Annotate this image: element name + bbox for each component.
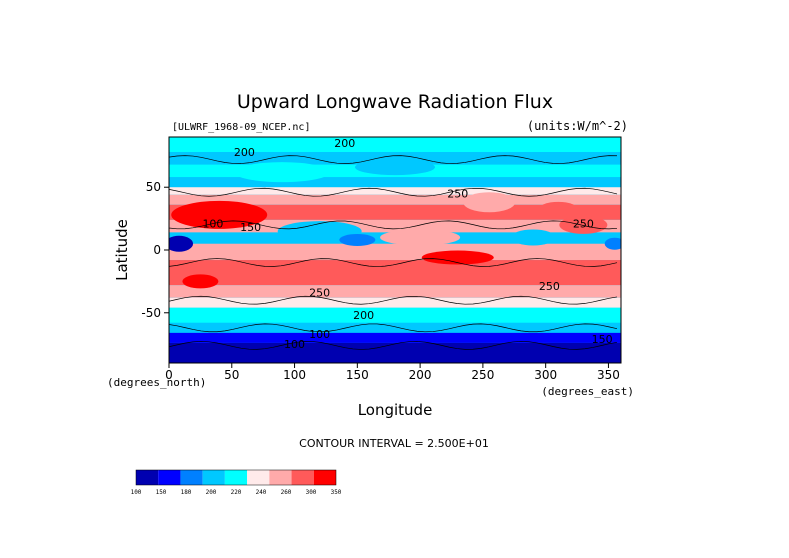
contour-label: 200 [334, 137, 355, 150]
contour-label: 250 [447, 187, 468, 200]
contour-interval: CONTOUR INTERVAL = 2.500E+01 [299, 437, 489, 450]
x-tick-label: 100 [283, 368, 306, 382]
x-axis-label: Longitude [358, 401, 433, 419]
flux-band [169, 307, 621, 323]
x-axis: 0 50 100 150 200 250 300 350 [165, 363, 620, 382]
x-tick-label: 300 [534, 368, 557, 382]
flux-cell [277, 221, 362, 242]
y-axis: 50 0 -50 [141, 180, 169, 320]
y-axis-label: Latitude [113, 219, 131, 281]
contour-line [169, 341, 618, 350]
colorbar-label: 350 [331, 489, 342, 496]
colorbar-label: 220 [231, 489, 242, 496]
flux-cell [463, 192, 516, 213]
chart-title: Upward Longwave Radiation Flux [237, 91, 553, 113]
flux-cell [511, 229, 556, 246]
contour-label: 150 [240, 221, 261, 234]
colorbar-label: 200 [206, 489, 217, 496]
contour-line [169, 220, 618, 230]
colorbar-swatch [313, 470, 336, 485]
contour-line [169, 155, 618, 164]
flux-band [169, 187, 621, 195]
units-label: (units:W/m^-2) [527, 119, 628, 133]
flux-cell [339, 233, 376, 246]
x-tick-label: 0 [165, 368, 173, 382]
contour-label: 250 [309, 286, 330, 299]
y-unit-label: (degrees_north) [107, 376, 206, 389]
colorbar-label: 240 [256, 489, 267, 496]
colorbar-swatch [291, 470, 314, 485]
flux-cell [380, 229, 461, 246]
colorbar-label: 180 [181, 489, 192, 496]
colorbar: 100 150 180 200 220 240 260 300 350 [131, 469, 342, 496]
flux-band [169, 322, 621, 333]
x-tick-label: 350 [597, 368, 620, 382]
colorbar-swatch [158, 470, 181, 485]
colorbar-label: 150 [156, 489, 167, 496]
x-tick-label: 50 [224, 368, 239, 382]
contour-line [169, 187, 618, 197]
contour-label: 100 [309, 328, 330, 341]
flux-cell [559, 215, 608, 234]
flux-band [169, 243, 621, 261]
flux-cell [604, 237, 621, 250]
y-tick-label: 0 [153, 243, 161, 257]
colorbar-frame [135, 469, 337, 486]
contour-line [169, 295, 618, 305]
colorbar-swatch [269, 470, 292, 485]
colorbar-swatch [136, 470, 159, 485]
flux-band [169, 285, 621, 298]
flux-band [169, 297, 621, 308]
flux-cell [538, 201, 579, 218]
colorbar-swatch [224, 470, 248, 485]
flux-band [169, 137, 621, 153]
contour-label: 250 [573, 217, 594, 230]
heatmap-area: 200 200 250 100 150 250 250 250 200 100 100 150 [169, 137, 621, 363]
flux-cell [355, 159, 435, 176]
flux-band [169, 332, 621, 343]
colorbar-label: 300 [306, 489, 317, 496]
x-tick-label: 200 [409, 368, 432, 382]
flux-band [169, 342, 621, 363]
contour-line [169, 258, 618, 267]
colorbar-label: 100 [131, 489, 142, 496]
contour-label: 200 [353, 309, 374, 322]
colorbar-label: 260 [281, 489, 292, 496]
y-tick-label: 50 [146, 180, 161, 194]
flux-band [169, 194, 621, 205]
contour-label: 100 [202, 217, 223, 230]
contour-line [169, 323, 618, 333]
contour-label: 150 [592, 333, 613, 346]
colorbar-swatch [202, 470, 225, 485]
contour-label: 250 [539, 280, 560, 293]
x-tick-label: 150 [346, 368, 369, 382]
contour-label: 200 [234, 146, 255, 159]
flux-cell [234, 162, 330, 183]
flux-cell [421, 250, 494, 265]
y-tick-label: -50 [141, 306, 161, 320]
colorbar-swatch [180, 470, 203, 485]
x-tick-label: 250 [471, 368, 494, 382]
dataset-label: [ULWRF_1968-09_NCEP.nc] [172, 122, 310, 133]
flux-cell [169, 235, 194, 252]
flux-cell [182, 274, 219, 289]
colorbar-swatch [247, 470, 270, 485]
flux-band [169, 152, 621, 165]
contour-label: 100 [284, 338, 305, 351]
flux-band [169, 177, 621, 188]
x-unit-label: (degrees_east) [541, 385, 634, 398]
